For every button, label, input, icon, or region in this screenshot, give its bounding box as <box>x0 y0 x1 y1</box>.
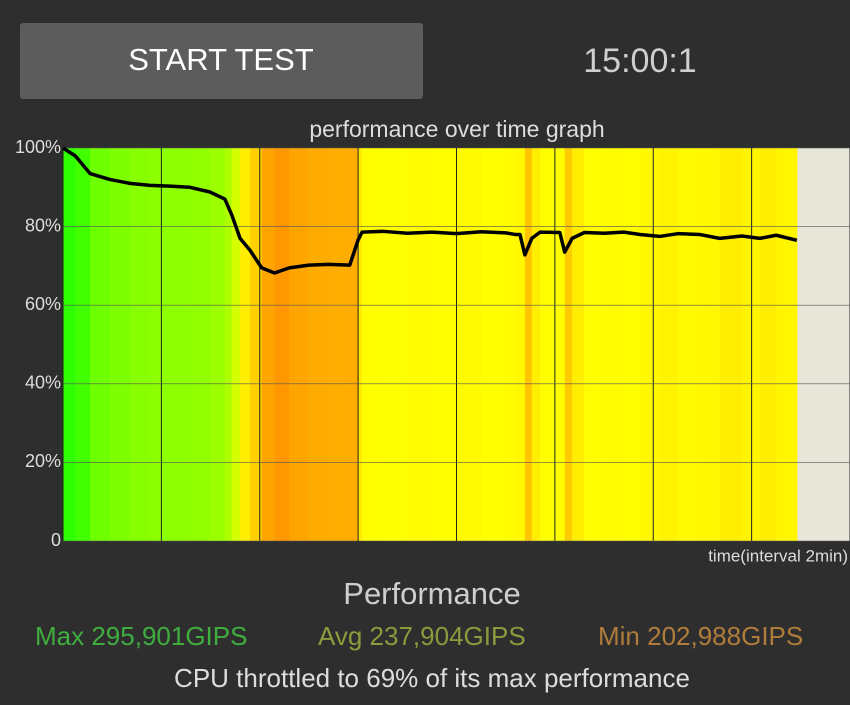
performance-strip <box>699 148 721 541</box>
performance-strip <box>719 148 743 541</box>
plot: 0 20% 40% 60% 80% 100% <box>15 137 850 550</box>
performance-strip <box>362 148 384 541</box>
performance-strip <box>382 148 408 541</box>
performance-strip <box>604 148 625 541</box>
performance-strip <box>150 148 171 541</box>
y-tick-label: 20% <box>25 451 61 471</box>
performance-strip <box>564 148 573 541</box>
performance-strip <box>572 148 585 541</box>
performance-strip <box>531 148 541 541</box>
y-tick-label: 60% <box>25 294 61 314</box>
y-tick-label: 0 <box>51 530 61 550</box>
performance-strip <box>431 148 457 541</box>
performance-strip <box>274 148 290 541</box>
performance-strip <box>75 148 91 541</box>
performance-strip <box>169 148 191 541</box>
performance-strip <box>677 148 700 541</box>
performance-line <box>62 146 798 275</box>
performance-strip <box>407 148 433 541</box>
performance-strip <box>759 148 777 541</box>
summary-heading: Performance <box>343 576 520 611</box>
performance-strip <box>249 148 263 541</box>
timer: 15:00:1 <box>583 42 696 80</box>
y-tick-label: 100% <box>15 137 61 157</box>
performance-strip <box>481 148 507 541</box>
performance-strip <box>210 148 226 541</box>
performance-strip <box>524 148 533 541</box>
start-button[interactable]: START TEST <box>20 23 423 99</box>
performance-strip <box>505 148 516 541</box>
button-label[interactable]: START TEST <box>128 42 314 77</box>
performance-strip <box>456 148 482 541</box>
performance-strip <box>584 148 605 541</box>
chart-title: performance over time graph <box>309 116 604 142</box>
performance-strip <box>189 148 211 541</box>
summary-message: CPU throttled to 69% of its max performa… <box>174 663 690 693</box>
y-tick-label: 40% <box>25 373 61 393</box>
performance-strip <box>240 148 251 541</box>
performance-strip <box>109 148 131 541</box>
performance-strip <box>623 148 641 541</box>
performance-strip <box>540 148 561 541</box>
performance-strip <box>776 148 798 541</box>
performance-strip <box>659 148 679 541</box>
performance-strip <box>90 148 111 541</box>
max-stat: Max 295,901GIPS <box>35 621 247 651</box>
x-axis-label: time(interval 2min) <box>708 546 848 565</box>
performance-strip <box>515 148 521 541</box>
y-tick-label: 80% <box>25 215 61 235</box>
performance-strip <box>559 148 566 541</box>
performance-strip <box>639 148 661 541</box>
min-stat: Min 202,988GIPS <box>598 621 803 651</box>
performance-strip <box>63 148 76 541</box>
performance-strip <box>129 148 151 541</box>
button-bg[interactable] <box>20 23 423 99</box>
performance-strip <box>519 148 526 541</box>
performance-strip <box>231 148 241 541</box>
performance-strip <box>261 148 276 541</box>
performance-strip <box>289 148 310 541</box>
performance-strip <box>358 148 363 541</box>
performance-strip <box>328 148 351 541</box>
performance-strip <box>308 148 330 541</box>
performance-strip <box>349 148 359 541</box>
avg-stat: Avg 237,904GIPS <box>318 621 526 651</box>
performance-strip <box>224 148 233 541</box>
